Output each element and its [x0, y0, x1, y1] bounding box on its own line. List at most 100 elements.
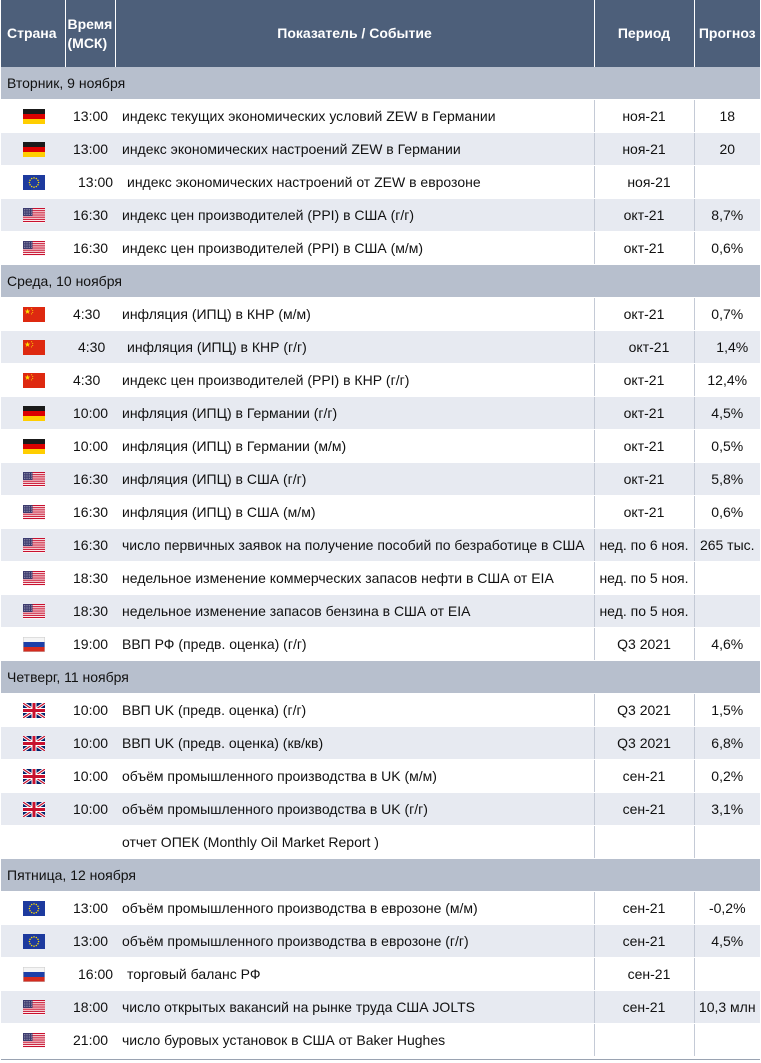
time-cell: 21:00	[73, 1032, 109, 1048]
time-cell: 10:00	[73, 405, 109, 421]
country-cell	[1, 957, 65, 991]
event-cell: ВВП UK (предв. оценка) (г/г)	[122, 702, 307, 718]
period-cell: окт-21	[623, 405, 665, 421]
event-row: 13:00 объём промышленного производства в …	[1, 924, 760, 958]
period-cell: окт-21	[623, 372, 665, 388]
event-cell: индекс экономических настроений от ZEW в…	[127, 174, 481, 190]
period-cell: ноя-21	[627, 174, 671, 190]
event-row: 16:30 индекс цен производителей (PPI) в С…	[1, 198, 760, 232]
event-row: 10:00 объём промышленного производства в …	[1, 759, 760, 793]
period-cell: сен-21	[622, 900, 666, 916]
day-header-row: Пятница, 12 ноября	[1, 858, 760, 892]
event-cell: индекс цен производителей (PPI) в США (г…	[122, 207, 415, 223]
us-flag-icon	[23, 505, 45, 521]
period-cell: нед. по 6 ноя.	[599, 537, 689, 553]
event-row: 4:30 индекс цен производителей (PPI) в КН…	[1, 363, 760, 397]
us-flag-icon	[23, 1000, 45, 1016]
period-cell: сен-21	[622, 801, 666, 817]
us-flag-icon	[23, 604, 45, 620]
header-time-line1: Время	[67, 15, 113, 32]
period-cell: окт-21	[623, 306, 665, 322]
country-cell	[1, 99, 65, 133]
country-cell	[1, 924, 65, 958]
period-cell: окт-21	[623, 240, 665, 256]
us-flag-icon	[23, 472, 45, 488]
event-cell: объём промышленного производства в UK (г…	[122, 801, 428, 817]
time-cell: 16:30	[73, 240, 109, 256]
event-cell: индекс цен производителей (PPI) в КНР (г…	[122, 372, 410, 388]
event-cell: торговый баланс РФ	[127, 966, 261, 982]
period-cell: Q3 2021	[617, 636, 671, 652]
header-country: Страна	[1, 0, 66, 67]
event-row: 16:30 индекс цен производителей (PPI) в С…	[1, 231, 760, 265]
time-cell: 13:00	[73, 108, 109, 124]
cn-flag-icon	[23, 307, 45, 323]
country-cell	[1, 495, 65, 529]
us-flag-icon	[23, 208, 45, 224]
time-cell: 16:30	[73, 207, 109, 223]
day-label: Пятница, 12 ноября	[1, 858, 760, 892]
event-cell: число буровых установок в США от Baker H…	[122, 1032, 446, 1048]
event-row: 16:30 инфляция (ИПЦ) в США (г/г) окт-21 5,8…	[1, 462, 760, 496]
event-row: 18:30 недельное изменение запасов бензина…	[1, 594, 760, 628]
forecast-cell: 20	[719, 141, 736, 157]
event-cell: инфляция (ИПЦ) в США (г/г)	[122, 471, 307, 487]
event-cell: объём промышленного производства в евроз…	[122, 900, 478, 916]
time-cell: 19:00	[73, 636, 109, 652]
time-cell: 4:30	[78, 339, 106, 355]
cn-flag-icon	[23, 340, 45, 356]
country-cell	[1, 231, 65, 265]
forecast-cell: 18	[719, 108, 736, 124]
uk-flag-icon	[23, 802, 45, 818]
country-cell	[1, 363, 65, 397]
country-cell	[1, 726, 65, 760]
day-label: Вторник, 9 ноября	[1, 67, 760, 100]
period-cell: Q3 2021	[617, 735, 671, 751]
period-cell: нед. по 5 ноя.	[599, 603, 689, 619]
header-row: Страна Время (МСК) Показатель / Событие П…	[1, 0, 760, 67]
country-cell	[1, 396, 65, 430]
event-row: 4:30 инфляция (ИПЦ) в КНР (г/г) окт-21 1,4%	[1, 330, 760, 364]
forecast-cell: 10,3 млн	[698, 999, 756, 1015]
time-cell: 16:30	[73, 504, 109, 520]
period-cell: окт-21	[623, 207, 665, 223]
forecast-cell: 0,5%	[711, 438, 744, 454]
event-row: 19:00 ВВП РФ (предв. оценка) (г/г) Q3 2021…	[1, 627, 760, 661]
forecast-cell: 1,4%	[716, 339, 749, 355]
event-row: 21:00 число буровых установок в США от Ba…	[1, 1023, 760, 1057]
header-time-line2: (МСК)	[67, 34, 108, 51]
event-cell: число открытых вакансий на рынке труда С…	[122, 999, 475, 1015]
event-row: 16:30 инфляция (ИПЦ) в США (м/м) окт-21 0,6…	[1, 495, 760, 529]
event-row: 10:00 объём промышленного производства в …	[1, 792, 760, 826]
forecast-cell: 4,6%	[711, 636, 744, 652]
forecast-cell: 4,5%	[711, 933, 744, 949]
event-row: 10:00 инфляция (ИПЦ) в Германии (г/г) окт-…	[1, 396, 760, 430]
uk-flag-icon	[23, 736, 45, 752]
event-cell: индекс экономических настроений ZEW в Ге…	[122, 141, 461, 157]
country-cell	[1, 990, 65, 1024]
event-row: 13:00 индекс экономических настроений ZEW…	[1, 132, 760, 166]
event-cell: ВВП UK (предв. оценка) (кв/кв)	[122, 735, 324, 751]
time-cell: 10:00	[73, 735, 109, 751]
eu-flag-icon	[23, 175, 45, 191]
time-cell: 4:30	[73, 372, 101, 388]
period-cell: нед. по 5 ноя.	[599, 570, 689, 586]
period-cell: окт-21	[623, 438, 665, 454]
forecast-cell: 3,1%	[711, 801, 744, 817]
time-cell: 18:30	[73, 570, 109, 586]
period-cell: окт-21	[623, 471, 665, 487]
event-cell: число первичных заявок на получение посо…	[122, 537, 585, 553]
event-row: 18:00 число открытых вакансий на рынке тр…	[1, 990, 760, 1024]
forecast-cell: 6,8%	[711, 735, 744, 751]
event-row: 13:00 индекс экономических настроений от …	[1, 165, 760, 199]
event-cell: инфляция (ИПЦ) в Германии (м/м)	[122, 438, 347, 454]
country-cell	[1, 891, 65, 925]
forecast-cell: 0,6%	[711, 504, 744, 520]
eu-flag-icon	[23, 934, 45, 950]
day-label: Среда, 10 ноября	[1, 264, 760, 298]
country-cell	[1, 297, 65, 331]
header-period: Период	[594, 0, 695, 67]
uk-flag-icon	[23, 703, 45, 719]
time-cell: 16:30	[73, 537, 109, 553]
